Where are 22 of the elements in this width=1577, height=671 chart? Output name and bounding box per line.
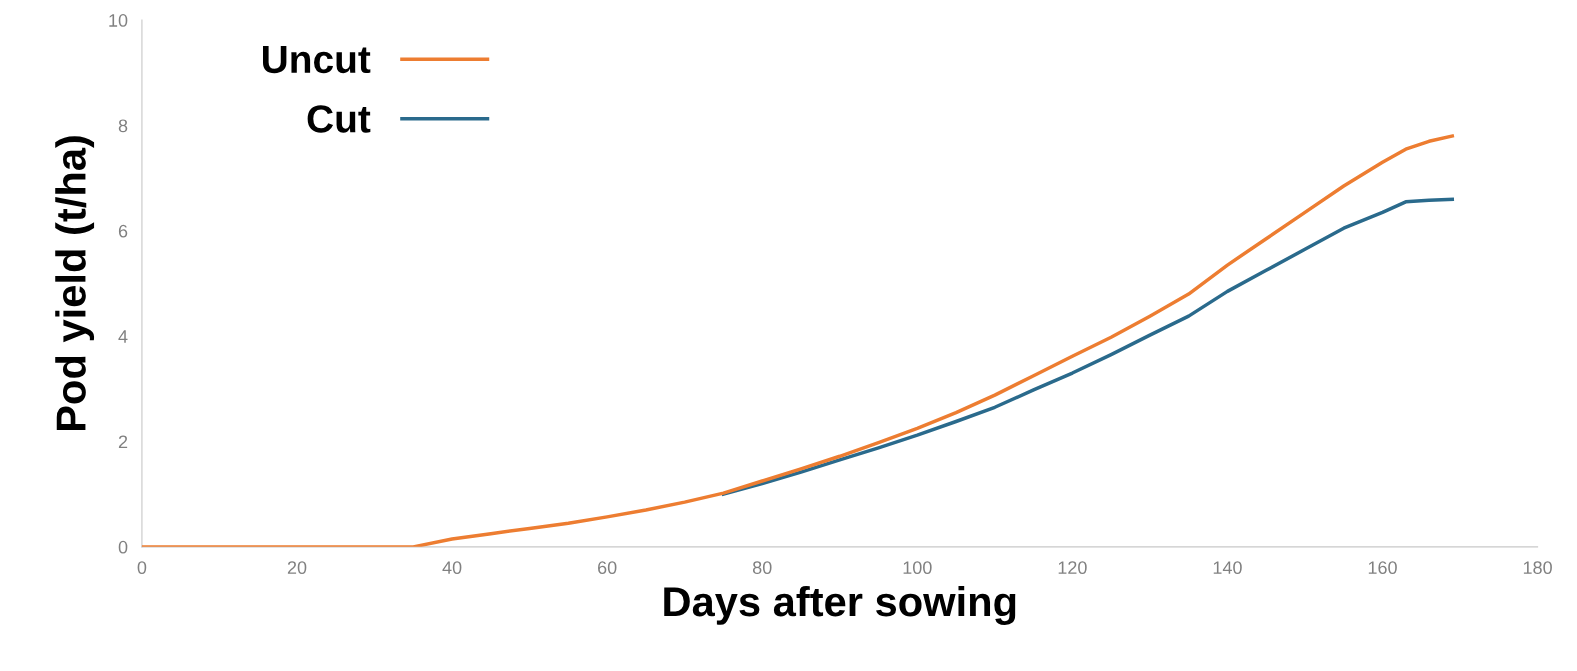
y-tick-label: 2 [118, 435, 128, 449]
legend-label: Uncut [263, 46, 371, 74]
x-axis-title: Days after sowing [664, 585, 1016, 625]
x-tick-label: 20 [287, 561, 307, 575]
line-series [141, 134, 1455, 547]
y-axis-title: Pod yield (t/ha) [55, 136, 95, 431]
x-tick-label: 180 [1523, 561, 1552, 575]
x-tick-label: 80 [752, 561, 772, 575]
line-series [721, 197, 1455, 496]
y-tick-label: 0 [118, 540, 128, 554]
y-tick-label: 10 [109, 14, 128, 27]
x-tick-label: 140 [1213, 561, 1242, 575]
x-tick-label: 100 [903, 561, 932, 575]
y-tick-label: 6 [118, 224, 128, 238]
x-tick-label: 0 [137, 561, 147, 575]
x-tick-label: 120 [1058, 561, 1087, 575]
x-tick-label: 160 [1368, 561, 1397, 575]
y-tick-label: 8 [118, 119, 128, 133]
y-tick-label: 4 [118, 330, 128, 343]
x-tick-label: 40 [442, 561, 462, 575]
legend-label: Cut [307, 105, 371, 133]
x-tick-label: 60 [598, 561, 617, 575]
